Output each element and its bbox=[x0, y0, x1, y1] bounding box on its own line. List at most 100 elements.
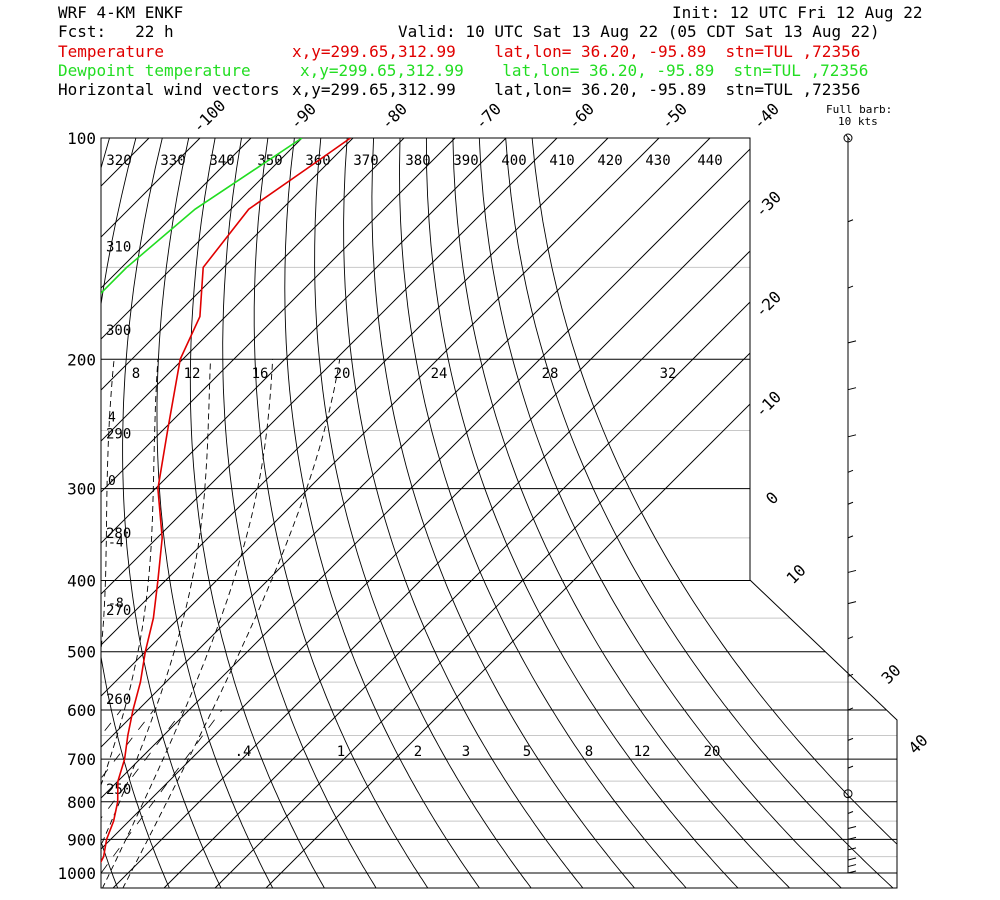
isotherm-line bbox=[101, 138, 235, 888]
wind-barb bbox=[847, 826, 857, 830]
dry-adiabat-line bbox=[478, 138, 843, 888]
isotherm-label: 30 bbox=[878, 661, 905, 688]
dry-adiabat-line bbox=[399, 138, 688, 888]
wind-barb bbox=[847, 836, 857, 840]
moist-adiabat-line bbox=[101, 359, 274, 888]
isotherm-line bbox=[101, 138, 490, 888]
pressure-tick-label: 300 bbox=[67, 480, 96, 499]
moist-adiabat-line bbox=[101, 359, 159, 888]
moist-adiabat-side-label: -8 bbox=[108, 597, 124, 612]
moist-adiabat-label: 28 bbox=[542, 366, 559, 382]
wind-barb bbox=[847, 864, 857, 868]
wind-barb bbox=[847, 340, 857, 344]
isotherm-line bbox=[101, 138, 796, 888]
isotherm-line bbox=[0, 104, 30, 888]
pressure-tick-label: 100 bbox=[67, 129, 96, 148]
dry-adiabat-line bbox=[284, 138, 481, 888]
wind-barb bbox=[847, 535, 854, 539]
dry-adiabat-line bbox=[156, 138, 274, 888]
pressure-tick-label: 600 bbox=[67, 701, 96, 720]
dry-adiabat-line bbox=[189, 138, 326, 888]
mixing-ratio-label: 2 bbox=[414, 744, 422, 760]
pressure-tick-label: 900 bbox=[67, 830, 96, 849]
mixing-ratio-line bbox=[101, 709, 122, 888]
barb-legend-line1: Full barb: bbox=[826, 103, 893, 116]
isotherm-label: -30 bbox=[751, 187, 785, 221]
dry-adiabat-label: 280 bbox=[106, 526, 131, 542]
moist-adiabat-label: 20 bbox=[334, 366, 351, 382]
dry-adiabat-label: 310 bbox=[106, 240, 131, 256]
calm-wind-circle bbox=[843, 133, 853, 143]
dry-adiabat-label: 270 bbox=[106, 603, 131, 619]
isotherm-line bbox=[101, 138, 388, 888]
isotherm-label: -40 bbox=[749, 99, 783, 133]
dry-adiabat-label: 420 bbox=[597, 153, 622, 169]
dry-adiabat-line bbox=[122, 138, 222, 888]
mixing-ratio-line bbox=[0, 710, 62, 889]
wind-barb bbox=[847, 285, 854, 289]
dry-adiabat-line bbox=[371, 138, 636, 888]
moist-adiabat-line bbox=[0, 359, 20, 888]
dry-adiabat-label: 300 bbox=[106, 323, 131, 339]
wind-barb bbox=[847, 707, 854, 711]
isotherm-line bbox=[101, 138, 133, 888]
mixing-ratio-label: 12 bbox=[634, 744, 651, 760]
init-time: Init: 12 UTC Fri 12 Aug 22 bbox=[672, 3, 923, 22]
wind-barb bbox=[847, 737, 854, 741]
dry-adiabat-label: 430 bbox=[645, 153, 670, 169]
mixing-ratio-label: 1 bbox=[337, 744, 345, 760]
wind-barb bbox=[847, 870, 857, 874]
isotherm-line bbox=[101, 138, 745, 888]
moist-adiabat-side-label: -4 bbox=[108, 535, 124, 550]
mixing-ratio-label: 20 bbox=[704, 744, 721, 760]
moist-adiabat-label: 12 bbox=[184, 366, 201, 382]
dry-adiabat-label: 260 bbox=[106, 692, 131, 708]
dry-adiabat-label: 370 bbox=[353, 153, 378, 169]
dry-adiabat-line bbox=[222, 138, 377, 888]
isotherm-line bbox=[214, 138, 897, 888]
dry-adiabat-line bbox=[0, 138, 57, 889]
wind-barb bbox=[847, 765, 854, 769]
dry-adiabat-label: 330 bbox=[160, 153, 185, 169]
barb-legend-line2: 10 kts bbox=[838, 115, 878, 128]
isotherm-label: -100 bbox=[189, 96, 230, 137]
dry-adiabat-label: 290 bbox=[106, 426, 131, 442]
dry-adiabat-line bbox=[253, 138, 429, 888]
dry-adiabat-label: 390 bbox=[453, 153, 478, 169]
isotherm-label: 0 bbox=[762, 488, 782, 508]
isotherm-line bbox=[101, 138, 643, 888]
dry-adiabat-line bbox=[425, 138, 739, 888]
moist-adiabat-side-label: 4 bbox=[108, 410, 116, 425]
moist-adiabat-label: 24 bbox=[431, 366, 448, 382]
dry-adiabat-label: 350 bbox=[257, 153, 282, 169]
pressure-tick-label: 700 bbox=[67, 750, 96, 769]
wind-barb bbox=[847, 811, 854, 814]
isotherm-line bbox=[101, 138, 541, 888]
isotherm-line bbox=[101, 138, 337, 888]
barb-legend-mark bbox=[845, 134, 851, 141]
calm-wind-circle bbox=[843, 789, 853, 799]
wind-barb bbox=[847, 569, 857, 573]
wind-barb bbox=[847, 434, 857, 438]
wind-barb bbox=[847, 219, 854, 223]
isotherm-line bbox=[163, 138, 897, 888]
isotherm-line bbox=[101, 138, 847, 888]
dry-adiabat-label: 250 bbox=[106, 782, 131, 798]
wind-barb bbox=[847, 673, 854, 677]
moist-adiabat-line bbox=[0, 359, 46, 888]
dry-adiabat-line bbox=[0, 138, 4, 889]
isotherm-line bbox=[265, 138, 897, 888]
pressure-tick-label: 400 bbox=[67, 572, 96, 591]
isotherm-label: 10 bbox=[783, 561, 810, 588]
wind-barb bbox=[847, 601, 857, 605]
moist-adiabat-line bbox=[122, 359, 341, 888]
dry-adiabat-label: 400 bbox=[501, 153, 526, 169]
moist-adiabat-line bbox=[101, 359, 211, 888]
isotherm-line bbox=[101, 138, 694, 888]
mixing-ratio-label: .4 bbox=[235, 744, 252, 760]
wind-barb bbox=[847, 636, 854, 640]
dry-adiabat-label: 340 bbox=[209, 153, 234, 169]
wind-barb bbox=[847, 387, 857, 391]
mixing-ratio-label: 8 bbox=[585, 744, 593, 760]
wind-barb bbox=[847, 847, 857, 851]
